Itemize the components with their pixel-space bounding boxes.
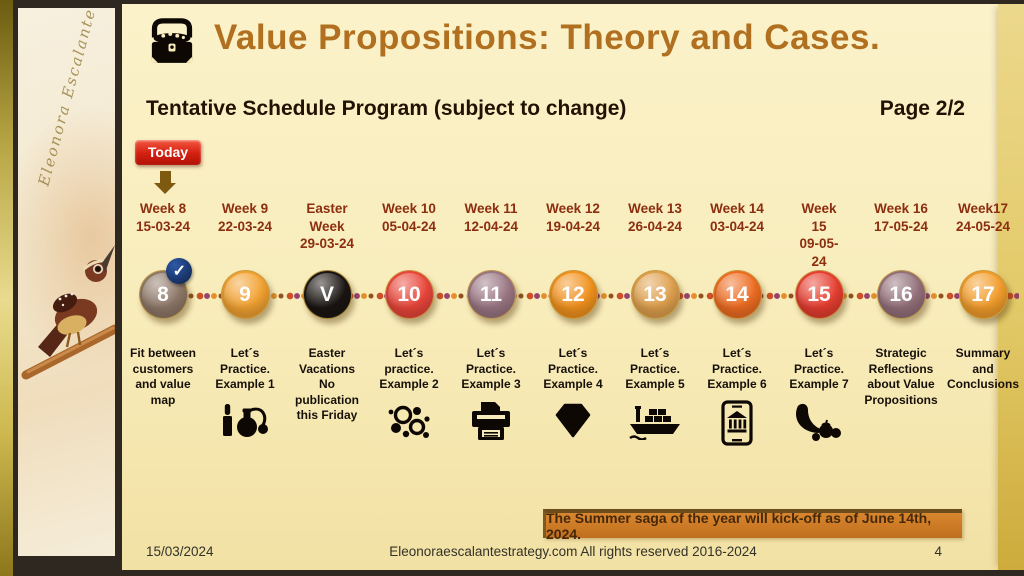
footer-page-number: 4 xyxy=(934,544,942,559)
topic-description: Let´s Practice. Example 1 xyxy=(215,346,275,392)
week-label: Week 14 03-04-24 xyxy=(709,201,765,234)
bubbles-icon xyxy=(386,400,432,446)
sidebar-artwork: Eleonora Escalante xyxy=(18,8,115,556)
topic-description: Let´s Practice. Example 4 xyxy=(543,346,603,392)
timeline-node-week10: 10 xyxy=(384,270,434,319)
cargo-ship-icon xyxy=(628,400,682,446)
timeline-node-week11: 11 xyxy=(466,270,516,319)
slide-title: Value Propositions: Theory and Cases. xyxy=(214,18,881,57)
topic-description: Let´s Practice. Example 7 xyxy=(789,346,849,392)
timeline-node-week13: 13 xyxy=(630,270,680,319)
week-label: Week 16 17-05-24 xyxy=(873,201,929,234)
summer-saga-banner: The Summer saga of the year will kick-of… xyxy=(543,509,962,542)
cornucopia-icon xyxy=(792,400,846,446)
timeline-node-week14: 14 xyxy=(712,270,762,319)
topic-description: Summary and Conclusions xyxy=(946,346,1019,392)
week-label: Week 8 15-03-24 xyxy=(135,201,191,234)
topic-description: Strategic Reflections about Value Propos… xyxy=(864,346,938,407)
lipstick-perfume-icon xyxy=(219,400,271,446)
footer-date: 15/03/2024 xyxy=(146,544,214,559)
gold-edge-strip xyxy=(0,0,13,576)
week-labels-row: Week 8 15-03-24 Week 9 22-03-24 Easter W… xyxy=(122,200,1024,270)
timeline-node-easter: V xyxy=(302,270,352,319)
today-badge: Today xyxy=(135,140,201,165)
week-label: Week17 24-05-24 xyxy=(955,201,1011,234)
footer-copyright: Eleonoraescalantestrategy.com All rights… xyxy=(389,544,757,559)
mobile-bank-icon xyxy=(720,400,754,446)
printer-icon xyxy=(468,400,514,446)
slide-canvas: Value Propositions: Theory and Cases. Te… xyxy=(122,4,1024,570)
week-label: Week 11 12-04-24 xyxy=(463,201,519,234)
timeline-row: 8 ✓ 9 V 10 11 12 13 14 15 16 17 xyxy=(122,258,1024,324)
topic-description: Let´s practice. Example 2 xyxy=(379,346,439,392)
week-label: Week 13 26-04-24 xyxy=(627,201,683,234)
topic-description: Let´s Practice. Example 6 xyxy=(707,346,767,392)
week-label: Week 15 09-05- 24 xyxy=(799,201,839,269)
topic-description: Let´s Practice. Example 5 xyxy=(625,346,685,392)
topic-description: Fit between customers and value map xyxy=(129,346,196,407)
week-label: Easter Week 29-03-24 xyxy=(299,201,355,252)
timeline-node-week15: 15 xyxy=(794,270,844,319)
topic-description: Easter Vacations No publication this Fri… xyxy=(295,346,359,423)
topic-description: Let´s Practice. Example 3 xyxy=(461,346,521,392)
treasure-chest-icon xyxy=(151,18,193,63)
timeline-node-week16: 16 xyxy=(876,270,926,319)
completed-check-icon: ✓ xyxy=(166,258,193,284)
timeline-node-week9: 9 xyxy=(220,270,270,319)
page-indicator: Page 2/2 xyxy=(879,97,965,120)
week-label: Week 9 22-03-24 xyxy=(217,201,273,234)
timeline-node-week12: 12 xyxy=(548,270,598,319)
week-label: Week 10 05-04-24 xyxy=(381,201,437,234)
wren-bird-illustration xyxy=(21,245,115,380)
week-label: Week 12 19-04-24 xyxy=(545,201,601,234)
slide-subtitle: Tentative Schedule Program (subject to c… xyxy=(146,97,627,120)
signature-text: Eleonora Escalante xyxy=(34,8,100,188)
today-arrow-icon xyxy=(154,171,176,194)
timeline-node-week17: 17 xyxy=(958,270,1008,319)
diamond-icon xyxy=(548,400,598,446)
descriptions-row: Fit between customers and value map Let´… xyxy=(122,346,1024,446)
